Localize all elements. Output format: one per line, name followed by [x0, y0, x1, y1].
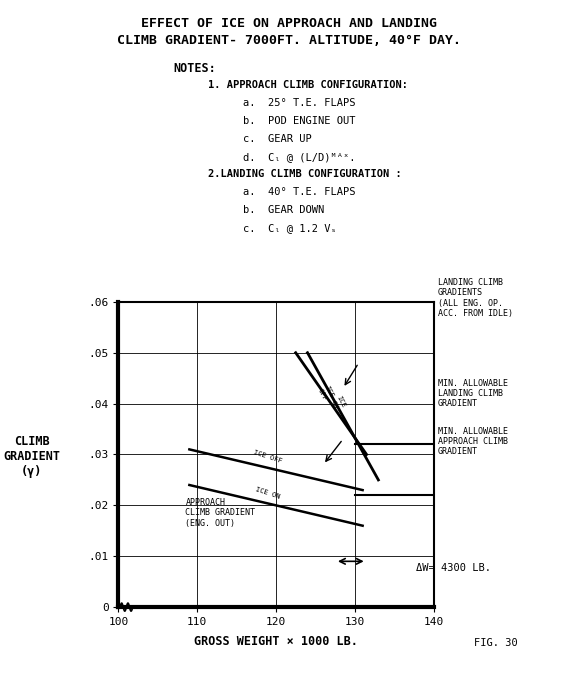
X-axis label: GROSS WEIGHT × 1000 LB.: GROSS WEIGHT × 1000 LB. — [194, 635, 358, 648]
Text: EFFECT OF ICE ON APPROACH AND LANDING: EFFECT OF ICE ON APPROACH AND LANDING — [141, 17, 437, 30]
Text: a.  25° T.E. FLAPS: a. 25° T.E. FLAPS — [243, 98, 355, 108]
Text: NOTES:: NOTES: — [173, 62, 216, 75]
Text: FIG. 30: FIG. 30 — [474, 638, 518, 648]
Text: 2.LANDING CLIMB CONFIGURATION :: 2.LANDING CLIMB CONFIGURATION : — [208, 169, 402, 180]
Text: d.  Cₗ @ (L/D)ᴹᴬˣ.: d. Cₗ @ (L/D)ᴹᴬˣ. — [243, 152, 355, 162]
Text: MIN. ALLOWABLE
LANDING CLIMB
GRADIENT: MIN. ALLOWABLE LANDING CLIMB GRADIENT — [438, 379, 508, 408]
Text: ICE ON: ICE ON — [255, 486, 281, 499]
Text: ΔW= 4300 LB.: ΔW= 4300 LB. — [416, 563, 491, 573]
Text: MIN. ALLOWABLE
APPROACH CLIMB
GRADIENT: MIN. ALLOWABLE APPROACH CLIMB GRADIENT — [438, 427, 508, 456]
Text: 1. APPROACH CLIMB CONFIGURATION:: 1. APPROACH CLIMB CONFIGURATION: — [208, 80, 408, 91]
Text: CLIMB
GRADIENT
(γ): CLIMB GRADIENT (γ) — [3, 435, 60, 477]
Text: ICE OFF: ICE OFF — [253, 449, 283, 464]
Text: c.  GEAR UP: c. GEAR UP — [243, 134, 312, 144]
Text: CLIMB GRADIENT- 7000FT. ALTITUDE, 40°F DAY.: CLIMB GRADIENT- 7000FT. ALTITUDE, 40°F D… — [117, 34, 461, 47]
Text: ICE
ON: ICE ON — [329, 395, 346, 412]
Text: LANDING CLIMB
GRADIENTS
(ALL ENG. OP.
ACC. FROM IDLE): LANDING CLIMB GRADIENTS (ALL ENG. OP. AC… — [438, 278, 513, 318]
Text: APPROACH
CLIMB GRADIENT
(ENG. OUT): APPROACH CLIMB GRADIENT (ENG. OUT) — [186, 498, 255, 528]
Text: b.  GEAR DOWN: b. GEAR DOWN — [243, 205, 324, 215]
Text: a.  40° T.E. FLAPS: a. 40° T.E. FLAPS — [243, 187, 355, 198]
Text: c.  Cₗ @ 1.2 Vₛ: c. Cₗ @ 1.2 Vₛ — [243, 223, 336, 233]
Text: ICE
OFF: ICE OFF — [317, 385, 334, 402]
Text: b.  POD ENGINE OUT: b. POD ENGINE OUT — [243, 116, 355, 126]
